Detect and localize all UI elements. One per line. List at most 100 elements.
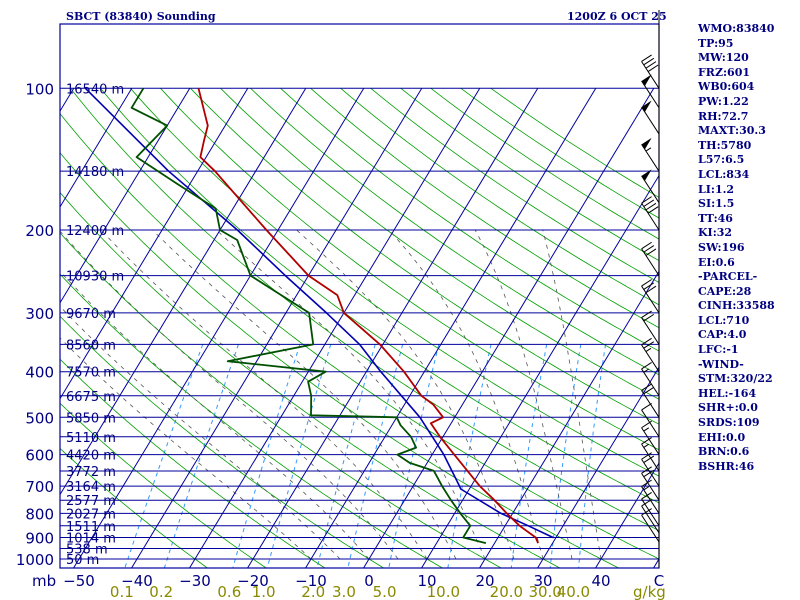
moist-adiabat-line xyxy=(60,270,370,560)
dry-adiabat-line xyxy=(310,87,659,329)
pressure-tick-label: 1000 xyxy=(16,551,54,569)
dry-adiabat-line xyxy=(130,88,659,477)
pressure-unit-label: mb xyxy=(32,572,56,590)
stat-item: CAPE:28 xyxy=(698,284,752,298)
stat-item: SI:1.5 xyxy=(698,197,735,211)
wind-barb xyxy=(641,479,660,514)
pressure-tick-label: 600 xyxy=(25,447,54,465)
stat-item: LI:1.2 xyxy=(698,182,735,196)
height-label: 3772 m xyxy=(66,465,116,480)
wind-barb xyxy=(641,54,660,89)
moist-adiabat-line xyxy=(60,230,399,560)
dry-adiabat-line xyxy=(60,402,267,568)
temperature-tick-label: 20 xyxy=(475,572,494,590)
mixing-ratio-line xyxy=(163,344,239,568)
isotherm-line xyxy=(60,88,75,113)
pressure-tick-label: 500 xyxy=(25,409,54,427)
stat-item: HEL:-164 xyxy=(698,386,757,400)
isotherm-line xyxy=(60,88,249,400)
stat-item: BSHR:46 xyxy=(698,459,755,473)
height-label: 12400 m xyxy=(66,224,124,239)
stat-item: TT:46 xyxy=(698,211,733,225)
dry-adiabat-line xyxy=(60,447,209,568)
isotherm-line xyxy=(60,88,307,496)
isotherm-line xyxy=(0,88,16,569)
stat-item: KI:32 xyxy=(698,226,733,240)
dry-adiabat-line xyxy=(70,88,659,532)
mixing-ratio-label: 0.2 xyxy=(149,583,173,600)
height-label: 16540 m xyxy=(66,82,124,97)
stat-item: TH:5780 xyxy=(698,138,752,152)
moist-adiabat-line xyxy=(474,229,573,560)
height-label: 8560 m xyxy=(66,338,116,353)
stats-panel: WMO:83840 TP:95 MW:120 FRZ:601 WB0:604 PW:1.2… xyxy=(698,22,798,474)
isotherm-line xyxy=(304,88,597,568)
wind-barb xyxy=(641,466,660,501)
wind-barb xyxy=(641,137,660,172)
stat-item: SHR+:0.0 xyxy=(698,401,758,415)
pressure-tick-label: 300 xyxy=(25,305,54,323)
height-label: 7570 m xyxy=(66,366,116,381)
stat-item: CAP:4.0 xyxy=(698,328,747,342)
mixing-ratio-label: 5.0 xyxy=(373,583,397,600)
height-label: 50 m xyxy=(66,553,99,568)
dewpoint-line xyxy=(130,87,487,544)
stat-item: -WIND- xyxy=(698,357,744,371)
mixing-ratio-line xyxy=(232,344,301,568)
stat-item: TP:95 xyxy=(698,36,734,50)
isotherm-line xyxy=(60,88,133,208)
wind-barb xyxy=(641,279,660,314)
stat-item: LCL:710 xyxy=(698,313,750,327)
wind-barb xyxy=(641,402,660,438)
mixing-ratio-line xyxy=(549,344,582,568)
mixing-ratio-line xyxy=(578,344,606,568)
height-label: 9670 m xyxy=(66,307,116,322)
pressure-tick-label: 700 xyxy=(25,478,54,496)
mixing-ratio-label: 40.0 xyxy=(557,583,590,600)
wind-barb xyxy=(641,310,660,345)
temperature-tick-label: −50 xyxy=(63,572,95,590)
stat-item: WB0:604 xyxy=(698,80,755,94)
isotherm-line xyxy=(72,88,365,568)
dry-adiabat-line xyxy=(340,87,659,306)
height-label: 1511 m xyxy=(66,520,116,535)
wind-barb xyxy=(641,169,660,203)
temperature-unit-label: C xyxy=(654,572,664,590)
stat-item: LCL:834 xyxy=(698,167,750,181)
wind-barb xyxy=(641,508,660,543)
temperature-tick-label: 40 xyxy=(591,572,610,590)
height-label: 4420 m xyxy=(66,449,116,464)
mixing-ratio-label: 20.0 xyxy=(490,583,523,600)
mixing-ratio-label: 0.6 xyxy=(217,583,241,600)
wind-barb xyxy=(641,241,660,276)
pressure-tick-label: 900 xyxy=(25,529,54,547)
mixing-ratio-label: 10.0 xyxy=(427,583,460,600)
stat-item: MAXT:30.3 xyxy=(698,124,766,138)
height-label: 5110 m xyxy=(66,431,116,446)
stat-item: PW:1.22 xyxy=(698,94,749,108)
stat-item: BRN:0.6 xyxy=(698,445,750,459)
dry-adiabat-line xyxy=(60,191,561,568)
wind-barb xyxy=(641,383,660,418)
stat-item: LFC:-1 xyxy=(698,343,739,357)
mixing-ratio-label: 2.0 xyxy=(301,583,325,600)
stat-item: FRZ:601 xyxy=(698,65,751,79)
pressure-tick-label: 400 xyxy=(25,364,54,382)
stat-item: L57:6.5 xyxy=(698,153,745,167)
height-label: 2577 m xyxy=(66,494,116,509)
mixing-ratio-label: 30.0 xyxy=(528,583,561,600)
stat-item: CINH:33588 xyxy=(698,299,775,313)
temperature-line xyxy=(197,88,539,544)
temperature-tick-label: 10 xyxy=(417,572,436,590)
temperature-tick-label: −20 xyxy=(237,572,269,590)
dry-adiabat-line xyxy=(60,273,444,568)
height-label: 6675 m xyxy=(66,390,116,405)
height-label: 2027 m xyxy=(66,507,116,522)
moist-adiabat-line xyxy=(296,229,515,560)
isotherm-line xyxy=(420,174,659,568)
isotherm-line xyxy=(130,88,423,568)
height-label: 5850 m xyxy=(66,411,116,426)
mixing-ratio-label: 3.0 xyxy=(332,583,356,600)
temperature-tick-label: 30 xyxy=(533,572,552,590)
stat-item: -PARCEL- xyxy=(698,270,758,284)
